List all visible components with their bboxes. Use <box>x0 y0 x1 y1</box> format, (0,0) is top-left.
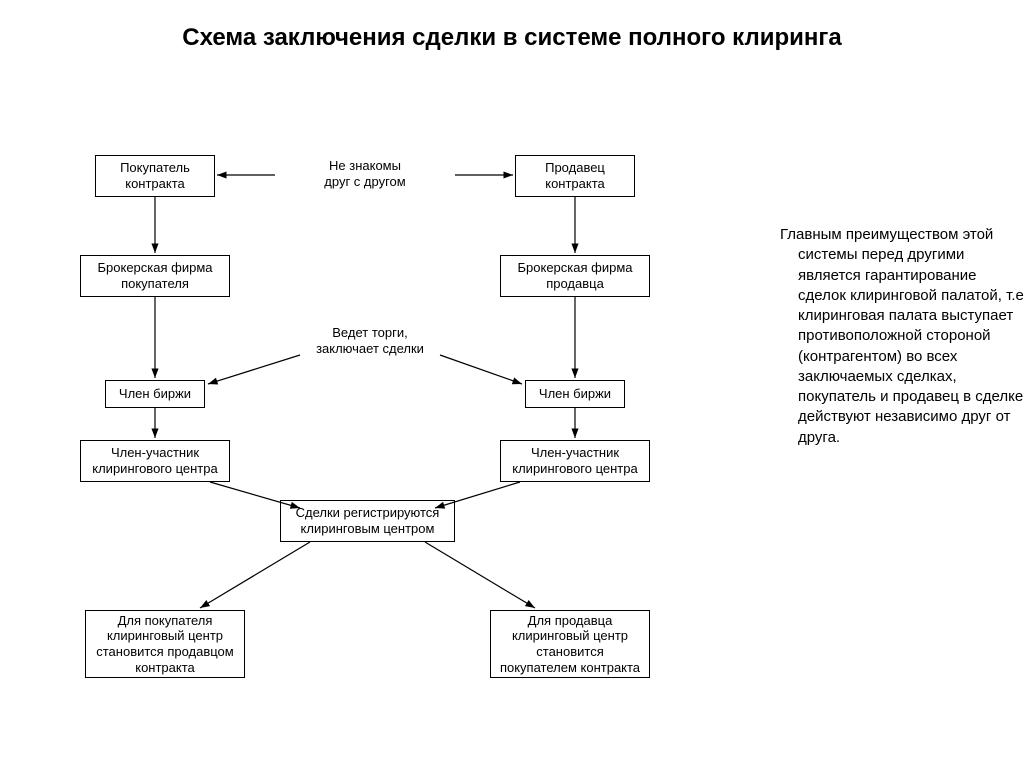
diagram-title: Схема заключения сделки в системе полног… <box>0 20 1024 56</box>
node-part-seller: Член-участник клирингового центра <box>500 440 650 482</box>
node-buyer: Покупатель контракта <box>95 155 215 197</box>
side-description: Главным преимуществом этой системы перед… <box>780 225 1024 448</box>
node-member-buyer: Член биржи <box>105 380 205 408</box>
node-broker-seller: Брокерская фирма продавца <box>500 255 650 297</box>
annot-unfamiliar: Не знакомы друг с другом <box>275 158 455 189</box>
node-clearing: Сделки регистрируются клиринговым центро… <box>280 500 455 542</box>
node-part-buyer: Член-участник клирингового центра <box>80 440 230 482</box>
annot-trade: Ведет торги, заключает сделки <box>290 325 450 356</box>
node-seller: Продавец контракта <box>515 155 635 197</box>
node-result-buyer: Для покупателя клиринговый центр станови… <box>85 610 245 678</box>
node-broker-buyer: Брокерская фирма покупателя <box>80 255 230 297</box>
node-member-seller: Член биржи <box>525 380 625 408</box>
node-result-seller: Для продавца клиринговый центр становитс… <box>490 610 650 678</box>
